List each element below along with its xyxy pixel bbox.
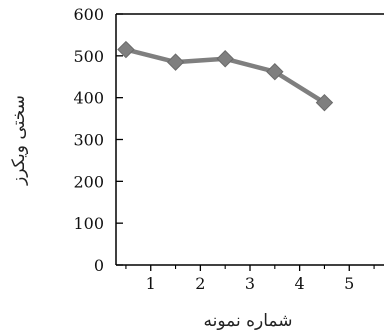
y-tick-label: 500 — [73, 47, 104, 66]
series-group — [117, 40, 334, 112]
y-tick-label: 100 — [73, 214, 104, 233]
y-tick-label: 400 — [73, 89, 104, 108]
plot-frame — [115, 13, 384, 266]
x-axis-title: شماره نمونه — [204, 311, 293, 331]
data-point-marker — [166, 53, 185, 71]
data-point-marker — [266, 63, 284, 81]
y-tick-label: 600 — [73, 5, 104, 24]
x-tick-label: 4 — [295, 274, 305, 293]
data-point-marker — [315, 93, 334, 112]
y-tick-label: 200 — [73, 172, 104, 191]
y-axis-title: سختی ویکرز — [9, 95, 29, 186]
y-tick-label: 0 — [94, 256, 104, 275]
x-tick-label: 1 — [146, 274, 156, 293]
x-axis-ticks: 1 2 3 4 5 — [125, 265, 375, 293]
data-point-marker — [117, 40, 135, 59]
x-tick-label: 2 — [195, 274, 205, 293]
data-point-marker — [216, 50, 234, 68]
x-tick-label: 5 — [344, 274, 354, 293]
x-tick-label: 3 — [245, 274, 255, 293]
y-axis-ticks: 0 100 200 300 400 500 600 — [73, 5, 123, 275]
y-tick-label: 300 — [73, 131, 104, 150]
